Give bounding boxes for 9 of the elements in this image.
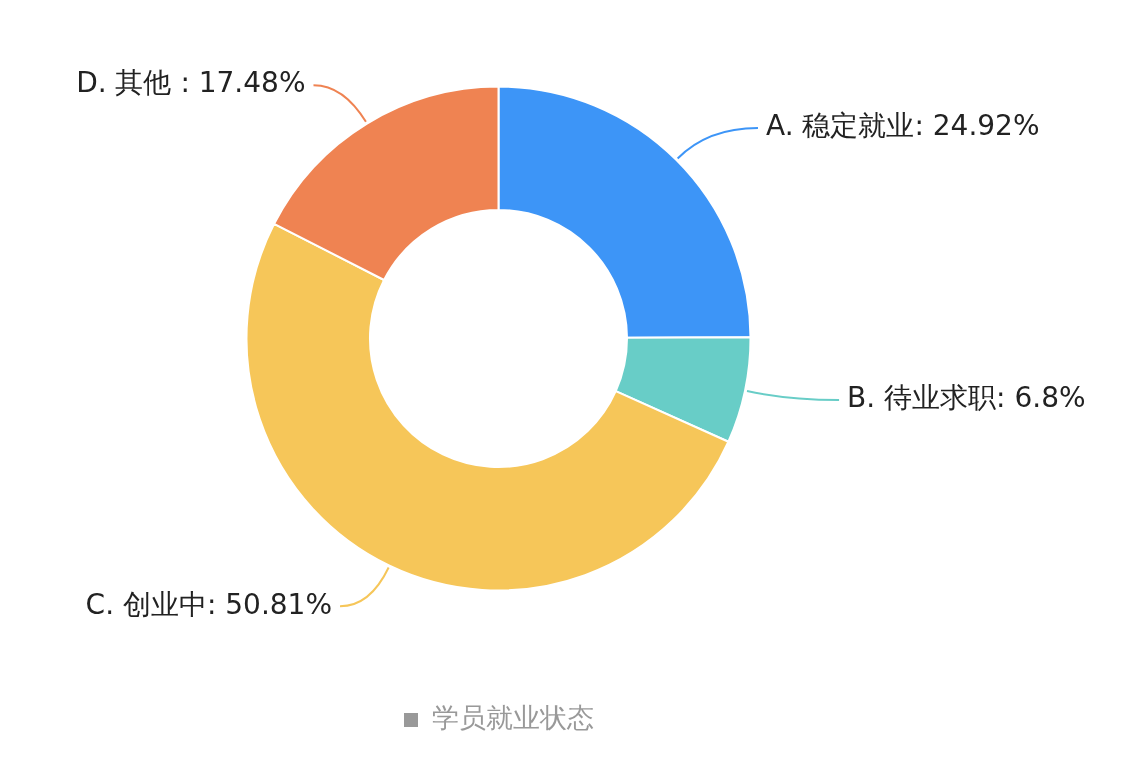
text: : 17.48% bbox=[180, 66, 306, 100]
slice-label: C. 创业中 bbox=[85, 587, 207, 621]
text: : 6.8% bbox=[996, 381, 1086, 415]
text: : 24.92% bbox=[914, 109, 1040, 143]
slice-label: A. 稳定就业 bbox=[765, 109, 915, 143]
slice-label: 学员就业状态 bbox=[431, 702, 594, 733]
text: : 50.81% bbox=[206, 587, 333, 621]
slice-label: D. 其他 bbox=[76, 66, 181, 100]
slice-label: B. 待业求职 bbox=[847, 381, 997, 415]
